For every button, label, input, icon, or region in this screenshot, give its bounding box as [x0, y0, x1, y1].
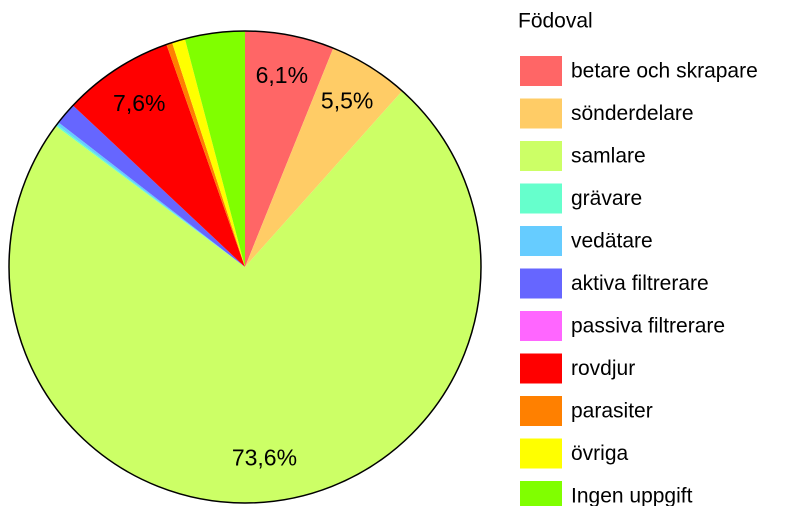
pie-outline	[8, 30, 482, 504]
slice-label: 73,6%	[232, 445, 297, 471]
legend-swatch	[520, 141, 562, 171]
slice-label: 7,6%	[113, 90, 165, 116]
legend-label: sönderdelare	[571, 102, 694, 125]
legend-label: betare och skrapare	[571, 60, 758, 83]
legend-swatch	[520, 396, 562, 426]
legend-swatch	[520, 56, 562, 86]
legend-label: parasiter	[571, 400, 653, 423]
pie-slice	[55, 124, 245, 268]
pie-slice	[166, 42, 245, 268]
legend-swatch	[520, 438, 562, 469]
slice-label: 6,1%	[256, 62, 308, 88]
legend-label: vedätare	[571, 230, 653, 253]
legend-swatch	[520, 353, 562, 384]
legend-swatch	[520, 183, 562, 214]
pie-slice	[184, 31, 245, 267]
pie-slice	[56, 122, 245, 267]
legend-title: Födoval	[518, 10, 593, 33]
pie-slice	[245, 31, 334, 267]
legend-swatch	[520, 226, 562, 256]
legend-label: rovdjur	[571, 357, 635, 380]
pie-slice	[58, 105, 245, 267]
slice-label: 5,5%	[321, 88, 373, 114]
legend-label: samlare	[571, 145, 646, 168]
pie-slice	[8, 90, 481, 503]
legend-label: övriga	[571, 442, 629, 465]
pie-slice	[72, 44, 245, 267]
legend-swatch	[520, 268, 562, 299]
legend-label: Ingen uppgift	[571, 485, 693, 506]
pie-slice	[172, 38, 245, 268]
legend-swatch	[520, 481, 562, 506]
legend-swatch	[520, 311, 562, 341]
pie-slice	[72, 105, 245, 267]
legend-label: aktiva filtrerare	[571, 272, 709, 295]
legend-label: grävare	[571, 187, 642, 210]
pie-slice	[245, 48, 403, 268]
legend-label: passiva filtrerare	[571, 315, 725, 338]
legend-swatch	[520, 98, 562, 129]
